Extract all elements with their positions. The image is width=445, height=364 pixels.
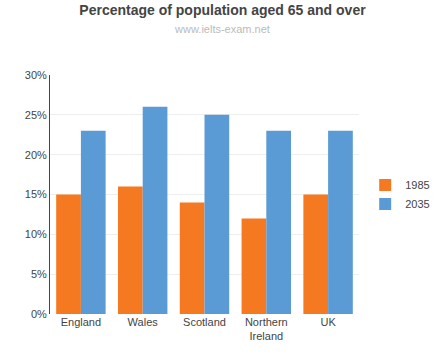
svg-text:5%: 5% — [31, 268, 47, 280]
svg-text:UK: UK — [320, 316, 336, 328]
svg-text:Percentage of population aged: Percentage of population aged 65 and ove… — [79, 2, 366, 35]
svg-text:30%: 30% — [25, 69, 47, 81]
svg-text:15%: 15% — [25, 188, 47, 200]
svg-text:NorthernIreland: NorthernIreland — [245, 316, 288, 342]
svg-text:1985: 1985 — [405, 179, 429, 191]
svg-text:10%: 10% — [25, 228, 47, 240]
svg-text:0%: 0% — [31, 308, 47, 320]
svg-text:England: England — [61, 316, 101, 328]
svg-text:2035: 2035 — [405, 198, 429, 210]
svg-text:Scotland: Scotland — [183, 316, 226, 328]
svg-text:25%: 25% — [25, 109, 47, 121]
svg-text:20%: 20% — [25, 149, 47, 161]
svg-text:Wales: Wales — [128, 316, 159, 328]
